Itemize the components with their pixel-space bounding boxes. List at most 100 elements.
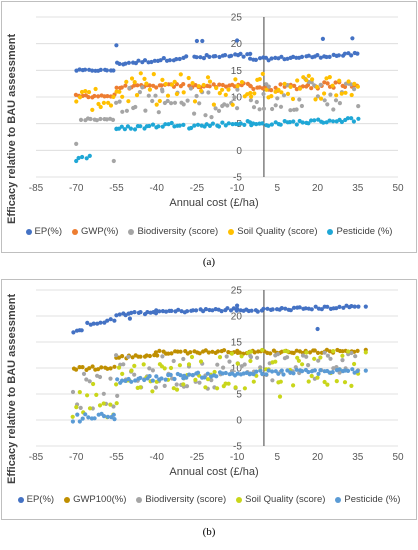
data-point xyxy=(269,88,274,93)
data-point xyxy=(133,104,138,110)
data-point xyxy=(153,93,158,98)
legend-swatch xyxy=(236,496,243,503)
data-point xyxy=(123,83,128,88)
data-point xyxy=(106,100,111,105)
data-point xyxy=(318,96,324,101)
data-point xyxy=(349,383,354,388)
data-point xyxy=(115,393,120,398)
data-point xyxy=(74,99,79,104)
data-point xyxy=(80,416,85,421)
data-point xyxy=(297,97,302,102)
data-point xyxy=(177,56,182,62)
data-point xyxy=(153,350,158,355)
data-point xyxy=(230,122,235,127)
data-point xyxy=(153,385,158,390)
data-point xyxy=(138,310,143,315)
data-point xyxy=(261,91,266,97)
data-point xyxy=(304,350,309,355)
data-point xyxy=(169,351,174,356)
data-point xyxy=(337,367,342,372)
y-tick-label: 20 xyxy=(231,312,243,323)
data-point xyxy=(176,307,181,312)
data-point xyxy=(220,87,225,92)
data-point xyxy=(297,349,302,354)
data-point xyxy=(91,381,96,387)
data-point xyxy=(214,374,219,379)
data-point xyxy=(269,94,274,99)
data-point xyxy=(275,96,280,101)
data-point xyxy=(282,81,287,86)
data-point xyxy=(352,87,357,92)
data-point xyxy=(217,82,222,87)
data-point xyxy=(184,384,190,389)
data-point xyxy=(309,86,314,91)
data-point xyxy=(207,123,212,128)
data-point xyxy=(147,123,152,129)
legend-swatch xyxy=(136,496,143,503)
data-point xyxy=(312,368,317,373)
data-point xyxy=(304,354,309,359)
data-point xyxy=(140,85,145,90)
data-point xyxy=(123,378,128,383)
data-point xyxy=(127,316,132,321)
data-point xyxy=(209,378,214,383)
data-point xyxy=(270,369,275,374)
data-point xyxy=(217,91,222,96)
data-point xyxy=(126,376,131,382)
data-point xyxy=(195,370,201,375)
data-point xyxy=(147,374,152,379)
data-point xyxy=(279,90,284,95)
data-point xyxy=(223,381,228,386)
data-point xyxy=(166,122,171,127)
data-point xyxy=(273,55,278,61)
legend-item: Biodiversity (score) xyxy=(136,494,226,505)
data-point xyxy=(292,83,297,88)
data-point xyxy=(119,124,124,129)
data-point xyxy=(300,353,306,358)
data-point xyxy=(248,90,253,96)
data-point xyxy=(114,401,119,406)
data-point xyxy=(70,389,76,395)
data-point xyxy=(340,353,345,358)
data-point xyxy=(84,377,89,382)
series-0 xyxy=(71,303,368,335)
data-point xyxy=(342,51,347,56)
data-point xyxy=(108,376,113,381)
data-point xyxy=(336,53,341,58)
data-point xyxy=(181,102,186,107)
data-point xyxy=(186,75,191,81)
data-point xyxy=(86,415,91,420)
data-point xyxy=(158,58,163,63)
data-point xyxy=(325,382,330,387)
data-point xyxy=(115,377,120,382)
legend-item: EP(%) xyxy=(17,494,54,505)
data-point xyxy=(352,361,357,367)
data-point xyxy=(264,87,269,92)
data-point xyxy=(194,38,199,44)
data-point xyxy=(216,124,222,129)
data-point xyxy=(138,124,143,129)
data-point xyxy=(201,56,206,61)
data-point xyxy=(156,110,161,115)
data-point xyxy=(313,97,318,102)
data-point xyxy=(79,89,85,95)
data-point xyxy=(223,84,229,89)
data-point xyxy=(151,72,156,77)
data-point xyxy=(254,99,259,105)
data-point xyxy=(116,365,122,370)
data-point xyxy=(356,104,361,109)
data-point xyxy=(220,82,225,88)
data-point xyxy=(266,84,271,89)
data-point xyxy=(248,354,254,360)
data-point xyxy=(74,367,79,372)
y-tick-label: 10 xyxy=(231,93,243,104)
data-point xyxy=(154,102,159,107)
data-point xyxy=(198,55,203,60)
data-point xyxy=(156,124,161,129)
data-point xyxy=(110,117,116,122)
data-point xyxy=(223,370,228,376)
data-point xyxy=(71,330,76,335)
data-point xyxy=(138,375,143,381)
data-point xyxy=(312,356,317,361)
data-point xyxy=(210,349,215,354)
